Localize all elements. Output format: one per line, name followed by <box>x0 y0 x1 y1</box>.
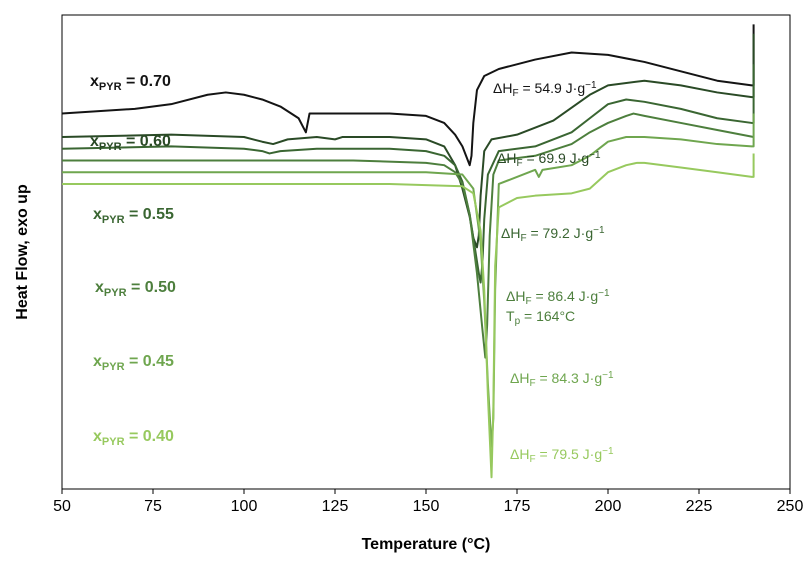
enthalpy-sub: F <box>520 233 526 244</box>
peak-value: = 164°C <box>520 308 575 324</box>
series-line-0.45 <box>62 113 755 448</box>
peak-sub: p <box>515 316 521 327</box>
series-label-prefix: x <box>93 428 102 445</box>
x-tick-label: 175 <box>504 498 531 515</box>
enthalpy-value: = 79.2 J·g <box>527 225 594 241</box>
enthalpy-prefix: ΔH <box>501 225 520 241</box>
enthalpy-label-0.45: ΔHF = 84.3 J·g−1 <box>510 370 614 389</box>
enthalpy-prefix: ΔH <box>506 288 525 304</box>
enthalpy-prefix: ΔH <box>510 446 529 462</box>
enthalpy-value: = 86.4 J·g <box>532 288 599 304</box>
series-label-sub: PYR <box>102 361 125 373</box>
series-label-prefix: x <box>90 133 99 150</box>
series-label-value: = 0.70 <box>122 73 171 90</box>
x-tick-label: 50 <box>53 498 71 515</box>
series-label-value: = 0.55 <box>125 206 174 223</box>
peak-temperature-label: Tp = 164°C <box>506 308 575 327</box>
series-line-0.70 <box>61 24 755 167</box>
series-label-0.40: xPYR = 0.40 <box>93 428 174 448</box>
peak-prefix: T <box>506 308 515 324</box>
x-tick-label: 75 <box>144 498 162 515</box>
series-label-value: = 0.40 <box>125 428 174 445</box>
enthalpy-prefix: ΔH <box>497 150 516 166</box>
enthalpy-sup: −1 <box>589 150 601 161</box>
enthalpy-label-0.60: ΔHF = 69.9 J·g−1 <box>497 150 601 169</box>
enthalpy-label-0.55: ΔHF = 79.2 J·g−1 <box>501 225 605 244</box>
series-label-prefix: x <box>93 206 102 223</box>
enthalpy-label-0.40: ΔHF = 79.5 J·g−1 <box>510 446 614 465</box>
series-line-0.50 <box>62 112 754 359</box>
enthalpy-label-0.50: ΔHF = 86.4 J·g−1 <box>506 288 610 307</box>
enthalpy-value: = 84.3 J·g <box>536 370 603 386</box>
series-label-sub: PYR <box>102 214 125 226</box>
series-label-value: = 0.60 <box>122 133 171 150</box>
enthalpy-value: = 69.9 J·g <box>523 150 590 166</box>
enthalpy-sup: −1 <box>602 370 614 381</box>
y-axis-title: Heat Flow, exo up <box>14 184 31 320</box>
series-label-0.60: xPYR = 0.60 <box>90 133 171 153</box>
x-tick-label: 125 <box>322 498 349 515</box>
x-axis-title: Temperature (°C) <box>362 536 491 553</box>
series-label-prefix: x <box>93 353 102 370</box>
series-label-0.50: xPYR = 0.50 <box>95 279 176 299</box>
x-tick-label: 200 <box>595 498 622 515</box>
series-label-sub: PYR <box>99 81 122 93</box>
enthalpy-label-0.70: ΔHF = 54.9 J·g−1 <box>493 80 597 99</box>
enthalpy-sup: −1 <box>585 80 597 91</box>
series-label-0.70: xPYR = 0.70 <box>90 73 171 93</box>
enthalpy-sub: F <box>529 378 535 389</box>
series-label-value: = 0.50 <box>127 279 176 296</box>
enthalpy-sup: −1 <box>598 288 610 299</box>
x-tick-label: 225 <box>686 498 713 515</box>
series-label-prefix: x <box>95 279 104 296</box>
series-label-0.55: xPYR = 0.55 <box>93 206 174 226</box>
enthalpy-prefix: ΔH <box>493 80 512 96</box>
series-line-0.40 <box>62 153 755 479</box>
x-ticks: 50 75 100 125 150 175 200 225 250 <box>53 489 803 515</box>
curves <box>61 24 755 479</box>
series-label-sub: PYR <box>104 287 127 299</box>
enthalpy-sup: −1 <box>593 225 605 236</box>
enthalpy-sub: F <box>529 454 535 465</box>
series-line-0.55 <box>61 64 755 284</box>
enthalpy-sub: F <box>525 296 531 307</box>
series-label-sub: PYR <box>102 436 125 448</box>
enthalpy-prefix: ΔH <box>510 370 529 386</box>
x-tick-label: 150 <box>413 498 440 515</box>
x-tick-label: 250 <box>777 498 804 515</box>
enthalpy-sup: −1 <box>602 446 614 457</box>
enthalpy-sub: F <box>516 158 522 169</box>
series-label-prefix: x <box>90 73 99 90</box>
x-tick-label: 100 <box>231 498 258 515</box>
enthalpy-sub: F <box>512 88 518 99</box>
series-label-0.45: xPYR = 0.45 <box>93 353 174 373</box>
enthalpy-value: = 54.9 J·g <box>519 80 586 96</box>
series-label-sub: PYR <box>99 141 122 153</box>
series-label-value: = 0.45 <box>125 353 174 370</box>
enthalpy-value: = 79.5 J·g <box>536 446 603 462</box>
